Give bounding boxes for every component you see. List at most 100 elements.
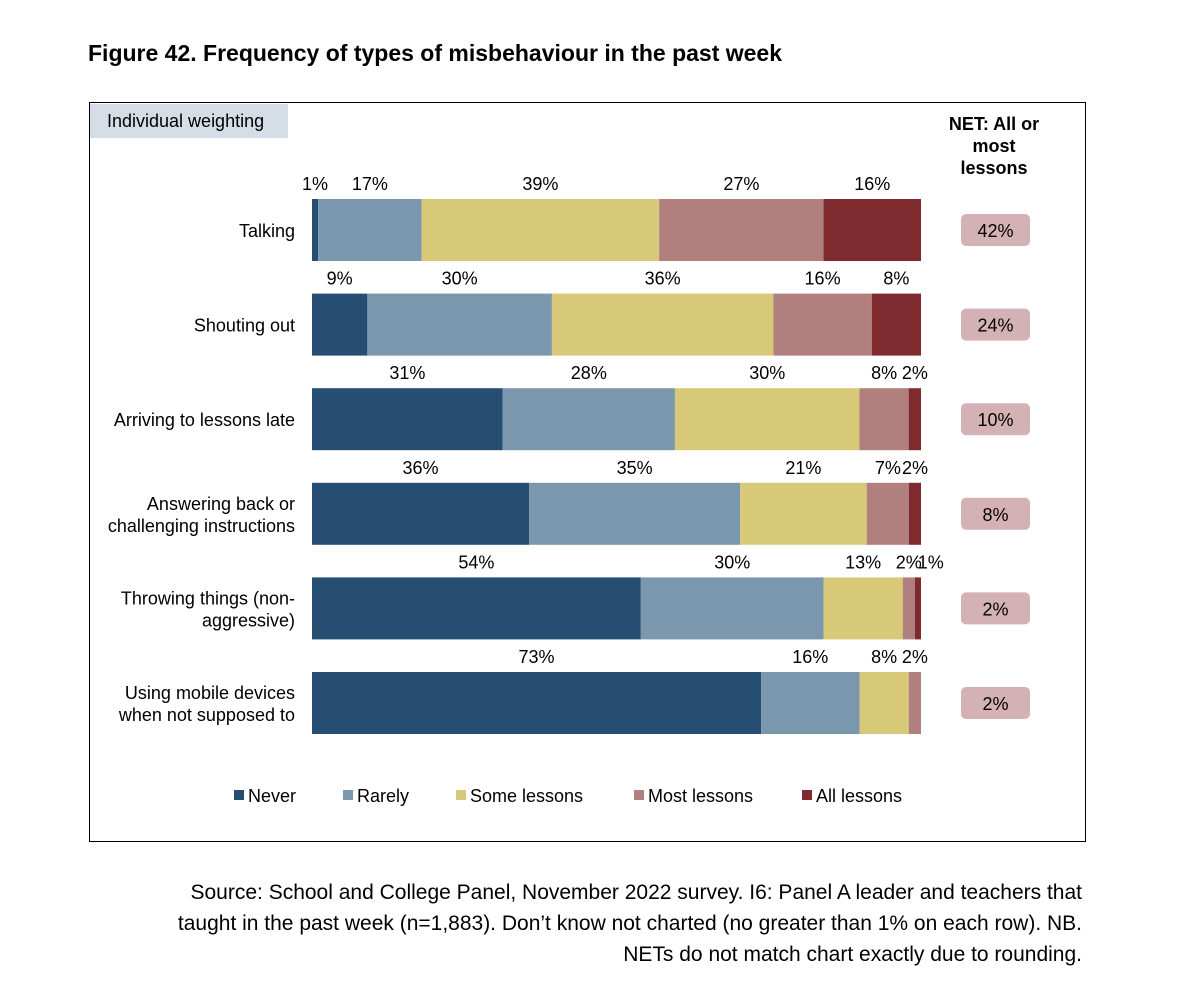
- bar-segment: [740, 482, 867, 545]
- legend-swatch: [802, 790, 812, 800]
- bar-segment: [312, 577, 641, 640]
- weighting-label: Individual weighting: [90, 104, 288, 138]
- data-label: 2%: [902, 647, 928, 667]
- net-value: 8%: [982, 505, 1008, 525]
- data-label: 17%: [352, 174, 388, 194]
- legend-label: Never: [248, 786, 296, 806]
- data-label: 36%: [645, 269, 681, 289]
- bar-segment: [312, 482, 530, 545]
- data-label: 16%: [854, 174, 890, 194]
- bar-segment: [914, 577, 921, 640]
- bar-segment: [551, 293, 774, 356]
- legend-label: Some lessons: [470, 786, 583, 806]
- data-label: 7%: [875, 458, 901, 478]
- net-value: 42%: [977, 221, 1013, 241]
- bar-segment: [312, 672, 762, 734]
- data-label: 9%: [327, 269, 353, 289]
- data-label: 13%: [845, 552, 881, 572]
- net-value: 2%: [982, 694, 1008, 714]
- data-label: 2%: [902, 458, 928, 478]
- bar-segment: [902, 577, 915, 640]
- data-label: 1%: [918, 552, 944, 572]
- net-badge: [961, 308, 1030, 341]
- data-label: 8%: [871, 363, 897, 383]
- data-label: 8%: [871, 647, 897, 667]
- data-label: 35%: [617, 458, 653, 478]
- bar-segment: [659, 199, 824, 261]
- bar-segment: [823, 199, 921, 261]
- data-label: 30%: [714, 552, 750, 572]
- net-badge: [961, 403, 1030, 436]
- category-label: Arriving to lessons late: [114, 410, 295, 430]
- bar-segment: [312, 293, 368, 356]
- data-label: 2%: [902, 363, 928, 383]
- bar-segment: [502, 388, 675, 451]
- data-label: 30%: [442, 269, 478, 289]
- legend-swatch: [456, 790, 466, 800]
- data-label: 31%: [389, 363, 425, 383]
- bar-segment: [312, 388, 503, 451]
- net-header-line: NET: All or: [948, 114, 1040, 134]
- bar-segment: [421, 199, 660, 261]
- bar-segment: [761, 672, 860, 734]
- category-label: Talking: [239, 221, 295, 241]
- bar-segment: [367, 293, 552, 356]
- category-label: when not supposed to: [118, 705, 295, 725]
- bar-segment: [859, 388, 909, 451]
- data-label: 16%: [805, 269, 841, 289]
- category-label: Answering back or: [147, 494, 295, 514]
- net-header-line: lessons: [960, 158, 1028, 178]
- source-line: Source: School and College Panel, Novemb…: [190, 881, 1082, 904]
- bar-segment: [640, 577, 824, 640]
- data-label: 16%: [792, 647, 828, 667]
- chart-frame: [89, 102, 1086, 842]
- legend-label: Rarely: [357, 786, 409, 806]
- bar-segment: [908, 482, 921, 545]
- bar-segment: [823, 577, 903, 640]
- category-label: Using mobile devices: [125, 683, 295, 703]
- source-note: Source: School and College Panel, Novemb…: [82, 877, 1082, 970]
- bar-segment: [871, 293, 921, 356]
- bar-segment: [908, 388, 921, 451]
- net-header-line: most: [972, 136, 1016, 156]
- data-label: 30%: [749, 363, 785, 383]
- data-label: 27%: [723, 174, 759, 194]
- bar-segment: [866, 482, 909, 545]
- bar-segment: [529, 482, 741, 545]
- net-column-header: NET: All or most lessons: [935, 113, 1053, 179]
- net-value: 10%: [977, 410, 1013, 430]
- data-label: 39%: [522, 174, 558, 194]
- source-line: taught in the past week (n=1,883). Don’t…: [177, 912, 1082, 935]
- data-label: 1%: [302, 174, 328, 194]
- bar-segment: [318, 199, 422, 261]
- bar-segment: [908, 672, 921, 734]
- legend-label: Most lessons: [648, 786, 753, 806]
- bar-segment: [674, 388, 860, 451]
- bar-segment: [859, 672, 909, 734]
- legend-swatch: [634, 790, 644, 800]
- data-label: 36%: [403, 458, 439, 478]
- data-label: 28%: [571, 363, 607, 383]
- net-badge: [961, 687, 1030, 719]
- data-label: 2%: [896, 552, 922, 572]
- net-value: 2%: [982, 599, 1008, 619]
- figure-title: Figure 42. Frequency of types of misbeha…: [88, 40, 783, 66]
- legend-label: All lessons: [816, 786, 902, 806]
- category-label: Shouting out: [194, 316, 295, 336]
- bar-segment: [773, 293, 872, 356]
- legend-swatch: [234, 790, 244, 800]
- data-label: 54%: [458, 552, 494, 572]
- data-label: 8%: [883, 269, 909, 289]
- category-label: challenging instructions: [108, 516, 295, 536]
- category-label: Throwing things (non-: [121, 588, 295, 608]
- data-label: 73%: [519, 647, 555, 667]
- data-label: 21%: [785, 458, 821, 478]
- category-label: aggressive): [202, 610, 295, 630]
- net-badge: [961, 592, 1030, 625]
- net-badge: [961, 497, 1030, 530]
- net-value: 24%: [977, 316, 1013, 336]
- bar-segment: [312, 199, 319, 261]
- legend-swatch: [343, 790, 353, 800]
- net-badge: [961, 214, 1030, 246]
